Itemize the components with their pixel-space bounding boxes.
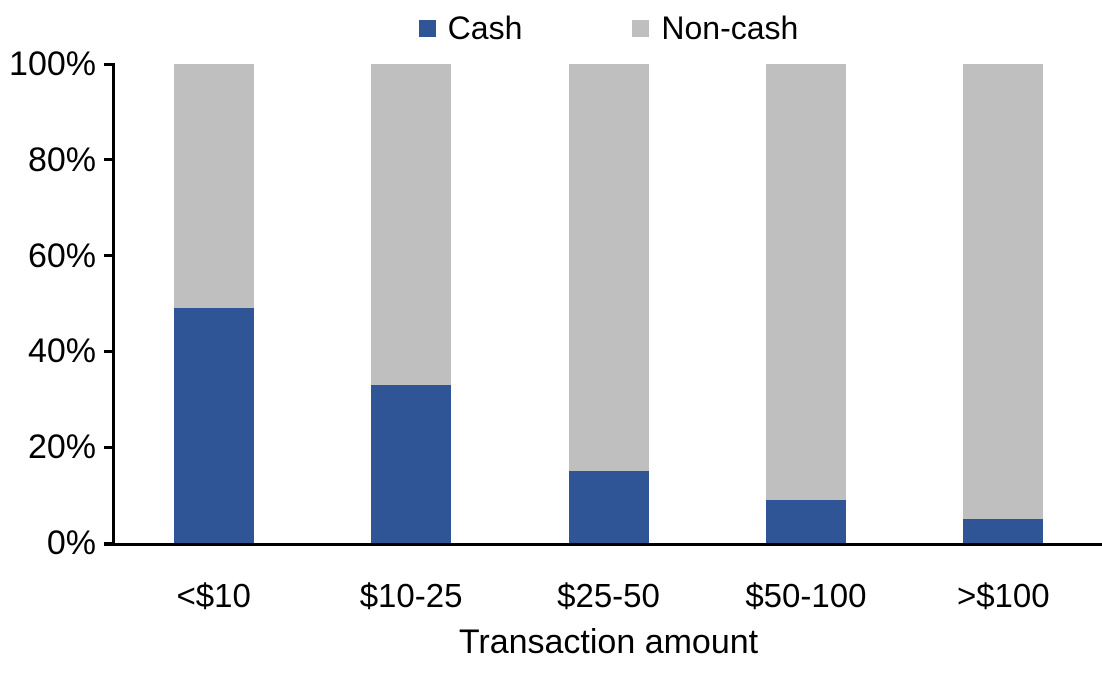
y-axis-tick: [104, 349, 115, 353]
y-axis-tick: [104, 445, 115, 449]
bar-segment-non-cash: [963, 64, 1044, 520]
x-axis-label: $25-50: [557, 577, 660, 614]
bar-segment-cash: [963, 519, 1044, 543]
y-axis-tick: [104, 541, 115, 545]
legend-label: Non-cash: [661, 10, 799, 46]
y-axis-tick-label: 60%: [27, 236, 96, 275]
bar--10-25: [371, 64, 452, 543]
y-axis-tick: [104, 158, 115, 162]
y-axis-tick-label: 20%: [27, 428, 96, 467]
bar-segment-non-cash: [568, 64, 649, 472]
legend-swatch-icon: [632, 19, 650, 37]
bar-segment-cash: [765, 499, 846, 543]
bar-segment-non-cash: [765, 64, 846, 500]
y-axis-tick-label: 40%: [27, 332, 96, 371]
bar-segment-non-cash: [173, 64, 254, 309]
bar-segment-non-cash: [371, 64, 452, 385]
y-axis-tick: [104, 62, 115, 66]
x-axis-line: [104, 543, 1102, 546]
x-axis-label: $10-25: [359, 577, 463, 614]
y-axis-line: [112, 64, 115, 546]
y-axis-tick-label: 80%: [27, 140, 96, 179]
legend-item-cash: Cash: [418, 10, 523, 46]
y-axis-tick: [104, 254, 115, 258]
bar-segment-cash: [173, 308, 254, 543]
bar-segment-cash: [568, 471, 649, 543]
legend-swatch-icon: [418, 19, 436, 37]
bar--100: [963, 64, 1044, 543]
chart-legend: Cash Non-cash: [115, 10, 1102, 46]
x-axis-label: >$100: [956, 577, 1050, 614]
bar--50-100: [765, 64, 846, 543]
x-axis-title: Transaction amount: [458, 623, 759, 661]
bar-segment-cash: [371, 384, 452, 543]
plot-area: [115, 64, 1102, 543]
legend-label: Cash: [447, 10, 523, 46]
bar--10: [173, 64, 254, 543]
y-axis-tick-label: 100%: [9, 45, 96, 83]
legend-item-non-cash: Non-cash: [632, 10, 798, 46]
x-axis-label: $50-100: [745, 577, 867, 614]
x-axis-label: <$10: [176, 577, 251, 614]
y-axis-tick-label: 0%: [46, 524, 96, 562]
bar--25-50: [568, 64, 649, 543]
